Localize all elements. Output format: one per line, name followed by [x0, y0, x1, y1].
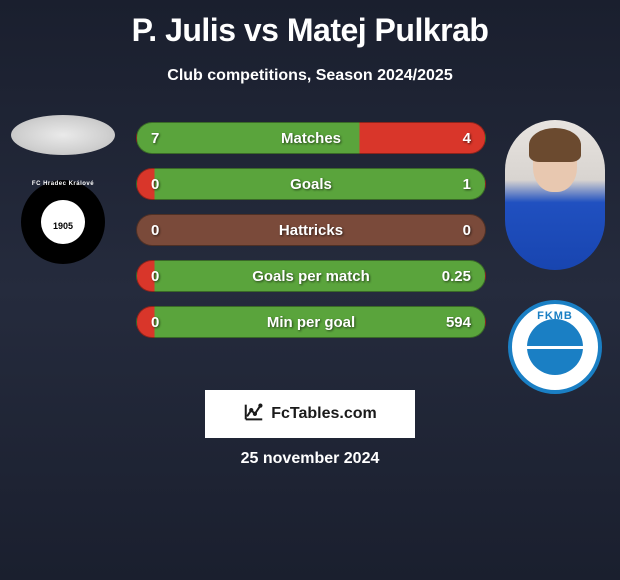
chart-icon	[243, 401, 265, 428]
stat-row: 0Hattricks0	[136, 214, 486, 246]
stat-label: Matches	[137, 130, 485, 147]
stat-left-value: 0	[151, 268, 159, 285]
club-left-name: FC Hradec Králové	[24, 181, 102, 187]
stat-right-value: 4	[463, 130, 471, 147]
stat-label: Min per goal	[137, 314, 485, 331]
stat-left-value: 0	[151, 314, 159, 331]
stat-label: Goals	[137, 176, 485, 193]
stat-label: Goals per match	[137, 268, 485, 285]
stat-left-value: 0	[151, 222, 159, 239]
club-badge-right-inner	[527, 319, 583, 375]
date-label: 25 november 2024	[0, 450, 620, 468]
left-player-column: FC Hradec Králové	[8, 115, 118, 264]
attribution-text: FcTables.com	[271, 405, 377, 423]
stats-list: 7Matches40Goals10Hattricks00Goals per ma…	[136, 122, 486, 338]
stat-right-value: 594	[446, 314, 471, 331]
stat-left-value: 7	[151, 130, 159, 147]
player-left-placeholder	[11, 115, 115, 155]
stat-row: 0Min per goal594	[136, 306, 486, 338]
page-title: P. Julis vs Matej Pulkrab	[0, 0, 620, 49]
stat-right-value: 1	[463, 176, 471, 193]
stat-left-value: 0	[151, 176, 159, 193]
right-player-column: FKMB	[500, 120, 610, 394]
club-badge-right: FKMB	[508, 300, 602, 394]
stat-row: 0Goals per match0.25	[136, 260, 486, 292]
player-right-photo	[505, 120, 605, 270]
subtitle: Club competitions, Season 2024/2025	[0, 67, 620, 85]
stat-right-value: 0	[463, 222, 471, 239]
stat-row: 0Goals1	[136, 168, 486, 200]
stat-label: Hattricks	[137, 222, 485, 239]
stat-right-value: 0.25	[442, 268, 471, 285]
stat-row: 7Matches4	[136, 122, 486, 154]
attribution-badge: FcTables.com	[205, 390, 415, 438]
club-badge-left: FC Hradec Králové	[21, 180, 105, 264]
